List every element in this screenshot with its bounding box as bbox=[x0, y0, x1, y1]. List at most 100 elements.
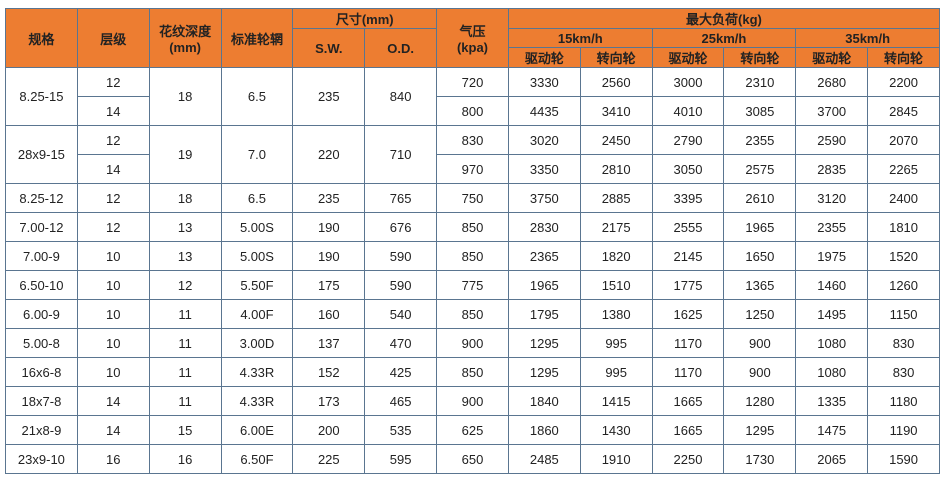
cell-od: 535 bbox=[364, 415, 438, 445]
cell-load: 2610 bbox=[723, 183, 797, 213]
cell-pressure: 850 bbox=[436, 357, 509, 387]
cell-ply: 14 bbox=[76, 154, 150, 184]
cell-rim: 6.00E bbox=[220, 415, 294, 445]
cell-spec: 21x8-9 bbox=[5, 415, 78, 445]
cell-spec: 5.00-8 bbox=[5, 328, 78, 358]
cell-load: 1975 bbox=[795, 241, 869, 271]
cell-depth: 12 bbox=[148, 270, 222, 300]
cell-load: 3330 bbox=[507, 67, 581, 97]
cell-load: 830 bbox=[867, 328, 940, 358]
table-row: 7.00-12 12 13 5.00S 190 676 850 2830 2175 2555 196… bbox=[5, 212, 940, 242]
cell-depth: 15 bbox=[148, 415, 222, 445]
cell-load: 3085 bbox=[723, 96, 797, 126]
table-row: 6.00-9 10 11 4.00F 160 540 850 1795 1380 1625 1250… bbox=[5, 299, 940, 329]
header-drive: 驱动轮 bbox=[795, 47, 869, 68]
cell-spec: 7.00-12 bbox=[5, 212, 78, 242]
cell-load: 2575 bbox=[723, 154, 797, 184]
cell-ply: 16 bbox=[76, 444, 150, 474]
cell-depth: 11 bbox=[148, 386, 222, 416]
cell-load: 2555 bbox=[651, 212, 725, 242]
table-row: 7.00-9 10 13 5.00S 190 590 850 2365 1820 2145 1650… bbox=[5, 241, 940, 271]
cell-rim: 6.50F bbox=[220, 444, 294, 474]
cell-rim: 5.00S bbox=[220, 241, 294, 271]
header-max-load: 最大负荷(kg) bbox=[507, 8, 941, 29]
table-row: 8.25-12 12 18 6.5 235 765 750 3750 2885 3395 2610 3… bbox=[5, 183, 940, 213]
cell-load: 1415 bbox=[579, 386, 653, 416]
header-spec: 规格 bbox=[5, 8, 78, 68]
cell-ply: 12 bbox=[76, 67, 150, 97]
cell-depth: 16 bbox=[148, 444, 222, 474]
cell-load: 2810 bbox=[579, 154, 653, 184]
cell-load: 2355 bbox=[723, 125, 797, 155]
cell-load: 2175 bbox=[579, 212, 653, 242]
cell-depth: 11 bbox=[148, 357, 222, 387]
header-drive: 驱动轮 bbox=[651, 47, 725, 68]
cell-od: 470 bbox=[364, 328, 438, 358]
cell-rim: 3.00D bbox=[220, 328, 294, 358]
cell-load: 1170 bbox=[651, 357, 725, 387]
cell-load: 2835 bbox=[795, 154, 869, 184]
cell-ply: 14 bbox=[76, 415, 150, 445]
header-od: O.D. bbox=[364, 28, 438, 68]
cell-sw: 235 bbox=[292, 67, 366, 126]
cell-load: 1795 bbox=[507, 299, 581, 329]
cell-load: 3700 bbox=[795, 96, 869, 126]
cell-load: 2310 bbox=[723, 67, 797, 97]
cell-sw: 235 bbox=[292, 183, 366, 213]
cell-od: 840 bbox=[364, 67, 438, 126]
cell-spec: 8.25-12 bbox=[5, 183, 78, 213]
cell-sw: 200 bbox=[292, 415, 366, 445]
cell-load: 2560 bbox=[579, 67, 653, 97]
cell-spec: 16x6-8 bbox=[5, 357, 78, 387]
cell-load: 1280 bbox=[723, 386, 797, 416]
cell-load: 1475 bbox=[795, 415, 869, 445]
cell-od: 590 bbox=[364, 270, 438, 300]
cell-load: 1665 bbox=[651, 415, 725, 445]
cell-spec: 7.00-9 bbox=[5, 241, 78, 271]
header-speed: 25km/h bbox=[651, 28, 797, 48]
cell-pressure: 830 bbox=[436, 125, 509, 155]
cell-rim: 6.5 bbox=[220, 183, 294, 213]
cell-depth: 19 bbox=[148, 125, 222, 184]
cell-pressure: 775 bbox=[436, 270, 509, 300]
cell-depth: 18 bbox=[148, 67, 222, 126]
cell-load: 4010 bbox=[651, 96, 725, 126]
cell-rim: 4.33R bbox=[220, 386, 294, 416]
cell-load: 995 bbox=[579, 357, 653, 387]
cell-load: 1380 bbox=[579, 299, 653, 329]
cell-ply: 12 bbox=[76, 183, 150, 213]
cell-od: 540 bbox=[364, 299, 438, 329]
cell-rim: 7.0 bbox=[220, 125, 294, 184]
cell-load: 4435 bbox=[507, 96, 581, 126]
cell-ply: 10 bbox=[76, 241, 150, 271]
cell-load: 2485 bbox=[507, 444, 581, 474]
cell-load: 2355 bbox=[795, 212, 869, 242]
cell-load: 2200 bbox=[867, 67, 940, 97]
cell-od: 590 bbox=[364, 241, 438, 271]
header-sw: S.W. bbox=[292, 28, 366, 68]
cell-load: 900 bbox=[723, 357, 797, 387]
cell-load: 1510 bbox=[579, 270, 653, 300]
cell-load: 995 bbox=[579, 328, 653, 358]
cell-od: 765 bbox=[364, 183, 438, 213]
cell-pressure: 750 bbox=[436, 183, 509, 213]
table-row: 6.50-10 10 12 5.50F 175 590 775 1965 1510 1775 136… bbox=[5, 270, 940, 300]
header-steer: 转向轮 bbox=[579, 47, 653, 68]
header-size: 尺寸(mm) bbox=[292, 8, 438, 29]
cell-rim: 5.00S bbox=[220, 212, 294, 242]
table-row: 23x9-10 16 16 6.50F 225 595 650 2485 1910 2250 173… bbox=[5, 444, 940, 474]
cell-load: 1820 bbox=[579, 241, 653, 271]
cell-load: 1190 bbox=[867, 415, 940, 445]
cell-load: 2680 bbox=[795, 67, 869, 97]
cell-load: 1180 bbox=[867, 386, 940, 416]
table-row: 21x8-9 14 15 6.00E 200 535 625 1860 1430 1665 1295… bbox=[5, 415, 940, 445]
cell-pressure: 970 bbox=[436, 154, 509, 184]
cell-load: 2590 bbox=[795, 125, 869, 155]
cell-load: 1665 bbox=[651, 386, 725, 416]
cell-pressure: 850 bbox=[436, 299, 509, 329]
cell-spec: 28x9-15 bbox=[5, 125, 78, 184]
cell-sw: 220 bbox=[292, 125, 366, 184]
cell-pressure: 800 bbox=[436, 96, 509, 126]
cell-load: 3000 bbox=[651, 67, 725, 97]
header-tread-depth-l2: (mm) bbox=[169, 40, 201, 55]
